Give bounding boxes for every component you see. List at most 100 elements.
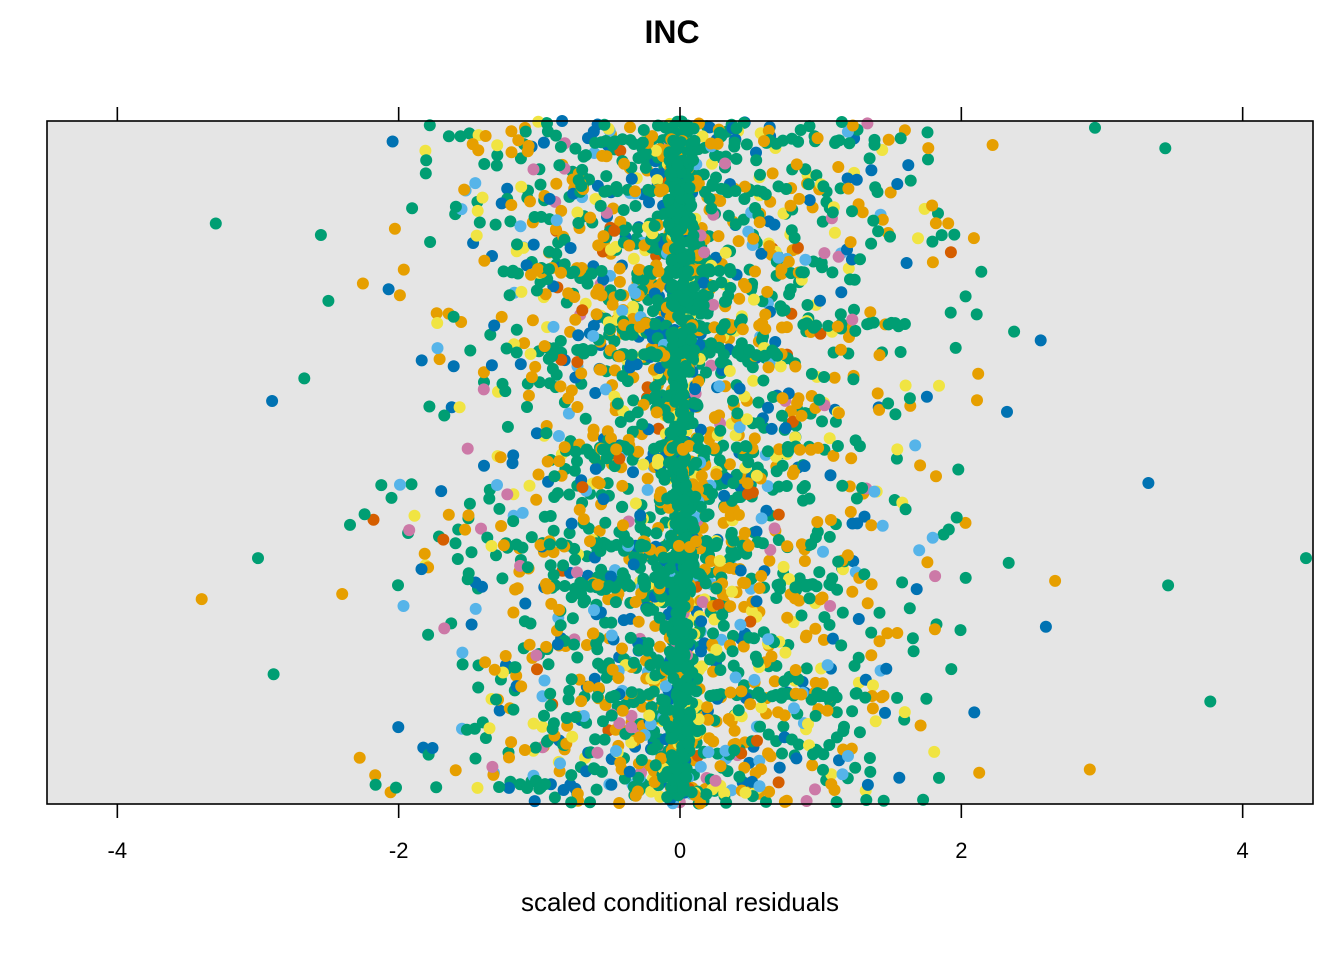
- data-point: [789, 581, 802, 594]
- data-point: [266, 395, 279, 407]
- data-point: [588, 451, 601, 464]
- data-point: [687, 154, 700, 167]
- data-point: [472, 681, 485, 694]
- data-point: [849, 324, 862, 337]
- data-point: [641, 483, 654, 496]
- data-point: [463, 127, 476, 140]
- data-point: [803, 492, 816, 505]
- data-point: [920, 390, 933, 403]
- data-point: [865, 237, 878, 250]
- data-point: [426, 742, 439, 754]
- data-point: [709, 540, 722, 552]
- x-tick-label: -2: [389, 838, 409, 863]
- data-point: [683, 365, 696, 378]
- data-point: [587, 423, 600, 436]
- data-point: [714, 332, 726, 345]
- data-point: [814, 593, 827, 606]
- data-point: [812, 441, 825, 454]
- data-point: [792, 135, 805, 148]
- data-point: [873, 635, 886, 648]
- data-point: [483, 492, 496, 505]
- data-point: [730, 548, 743, 561]
- data-point: [865, 519, 878, 532]
- data-point: [734, 564, 747, 577]
- data-point: [852, 613, 865, 625]
- data-point: [714, 760, 727, 773]
- data-point: [753, 216, 766, 229]
- data-point: [753, 582, 766, 595]
- data-point: [617, 204, 630, 216]
- data-point: [525, 268, 537, 281]
- data-point: [490, 159, 503, 172]
- data-point: [784, 405, 797, 418]
- data-point: [713, 264, 726, 277]
- data-point: [488, 663, 501, 676]
- data-point: [627, 466, 639, 479]
- data-point: [948, 228, 961, 241]
- data-point: [560, 712, 573, 724]
- data-point: [358, 508, 371, 521]
- data-point: [449, 200, 462, 213]
- data-point: [518, 744, 531, 756]
- data-point: [565, 673, 578, 686]
- data-point: [876, 519, 889, 532]
- data-point: [647, 685, 660, 698]
- data-point: [415, 354, 428, 367]
- data-point: [703, 346, 716, 359]
- data-point: [872, 225, 885, 238]
- data-point: [1204, 695, 1217, 708]
- data-point: [514, 220, 527, 233]
- data-point: [449, 764, 462, 777]
- data-point: [890, 452, 903, 465]
- data-point: [479, 732, 492, 744]
- data-point: [505, 736, 518, 749]
- data-point: [704, 653, 716, 666]
- data-point: [575, 367, 588, 380]
- data-point: [812, 689, 825, 702]
- data-point: [726, 645, 739, 658]
- data-point: [685, 333, 697, 346]
- data-point: [589, 387, 602, 399]
- data-point: [694, 760, 707, 773]
- data-point: [926, 235, 939, 248]
- data-point: [569, 313, 582, 326]
- data-point: [456, 646, 469, 659]
- data-point: [618, 157, 631, 170]
- data-point: [616, 501, 628, 513]
- data-point: [1089, 121, 1101, 134]
- data-point: [591, 643, 604, 656]
- data-point: [456, 658, 469, 671]
- data-point: [564, 242, 577, 254]
- data-point: [612, 672, 625, 684]
- data-point: [566, 730, 579, 743]
- data-point: [476, 191, 489, 204]
- data-point: [632, 643, 645, 656]
- data-point: [252, 552, 264, 565]
- data-point: [858, 568, 871, 581]
- data-point: [576, 481, 589, 494]
- data-point: [762, 747, 774, 760]
- data-point: [775, 263, 788, 276]
- data-point: [681, 559, 694, 572]
- data-point: [521, 401, 533, 413]
- data-point: [485, 359, 498, 372]
- data-point: [464, 344, 477, 357]
- data-point: [575, 695, 588, 708]
- data-point: [468, 722, 481, 735]
- data-point: [592, 239, 605, 252]
- data-point: [503, 289, 516, 302]
- data-point: [617, 614, 630, 627]
- data-point: [499, 650, 512, 662]
- data-point: [490, 549, 502, 562]
- data-point: [576, 163, 589, 176]
- data-point: [641, 644, 654, 657]
- data-point: [707, 689, 720, 702]
- data-point: [629, 200, 642, 212]
- data-point: [639, 577, 651, 590]
- data-point: [336, 588, 349, 600]
- data-point: [616, 479, 629, 492]
- data-point: [778, 709, 791, 722]
- data-point: [782, 255, 795, 268]
- data-point: [761, 480, 774, 493]
- data-point: [702, 746, 715, 759]
